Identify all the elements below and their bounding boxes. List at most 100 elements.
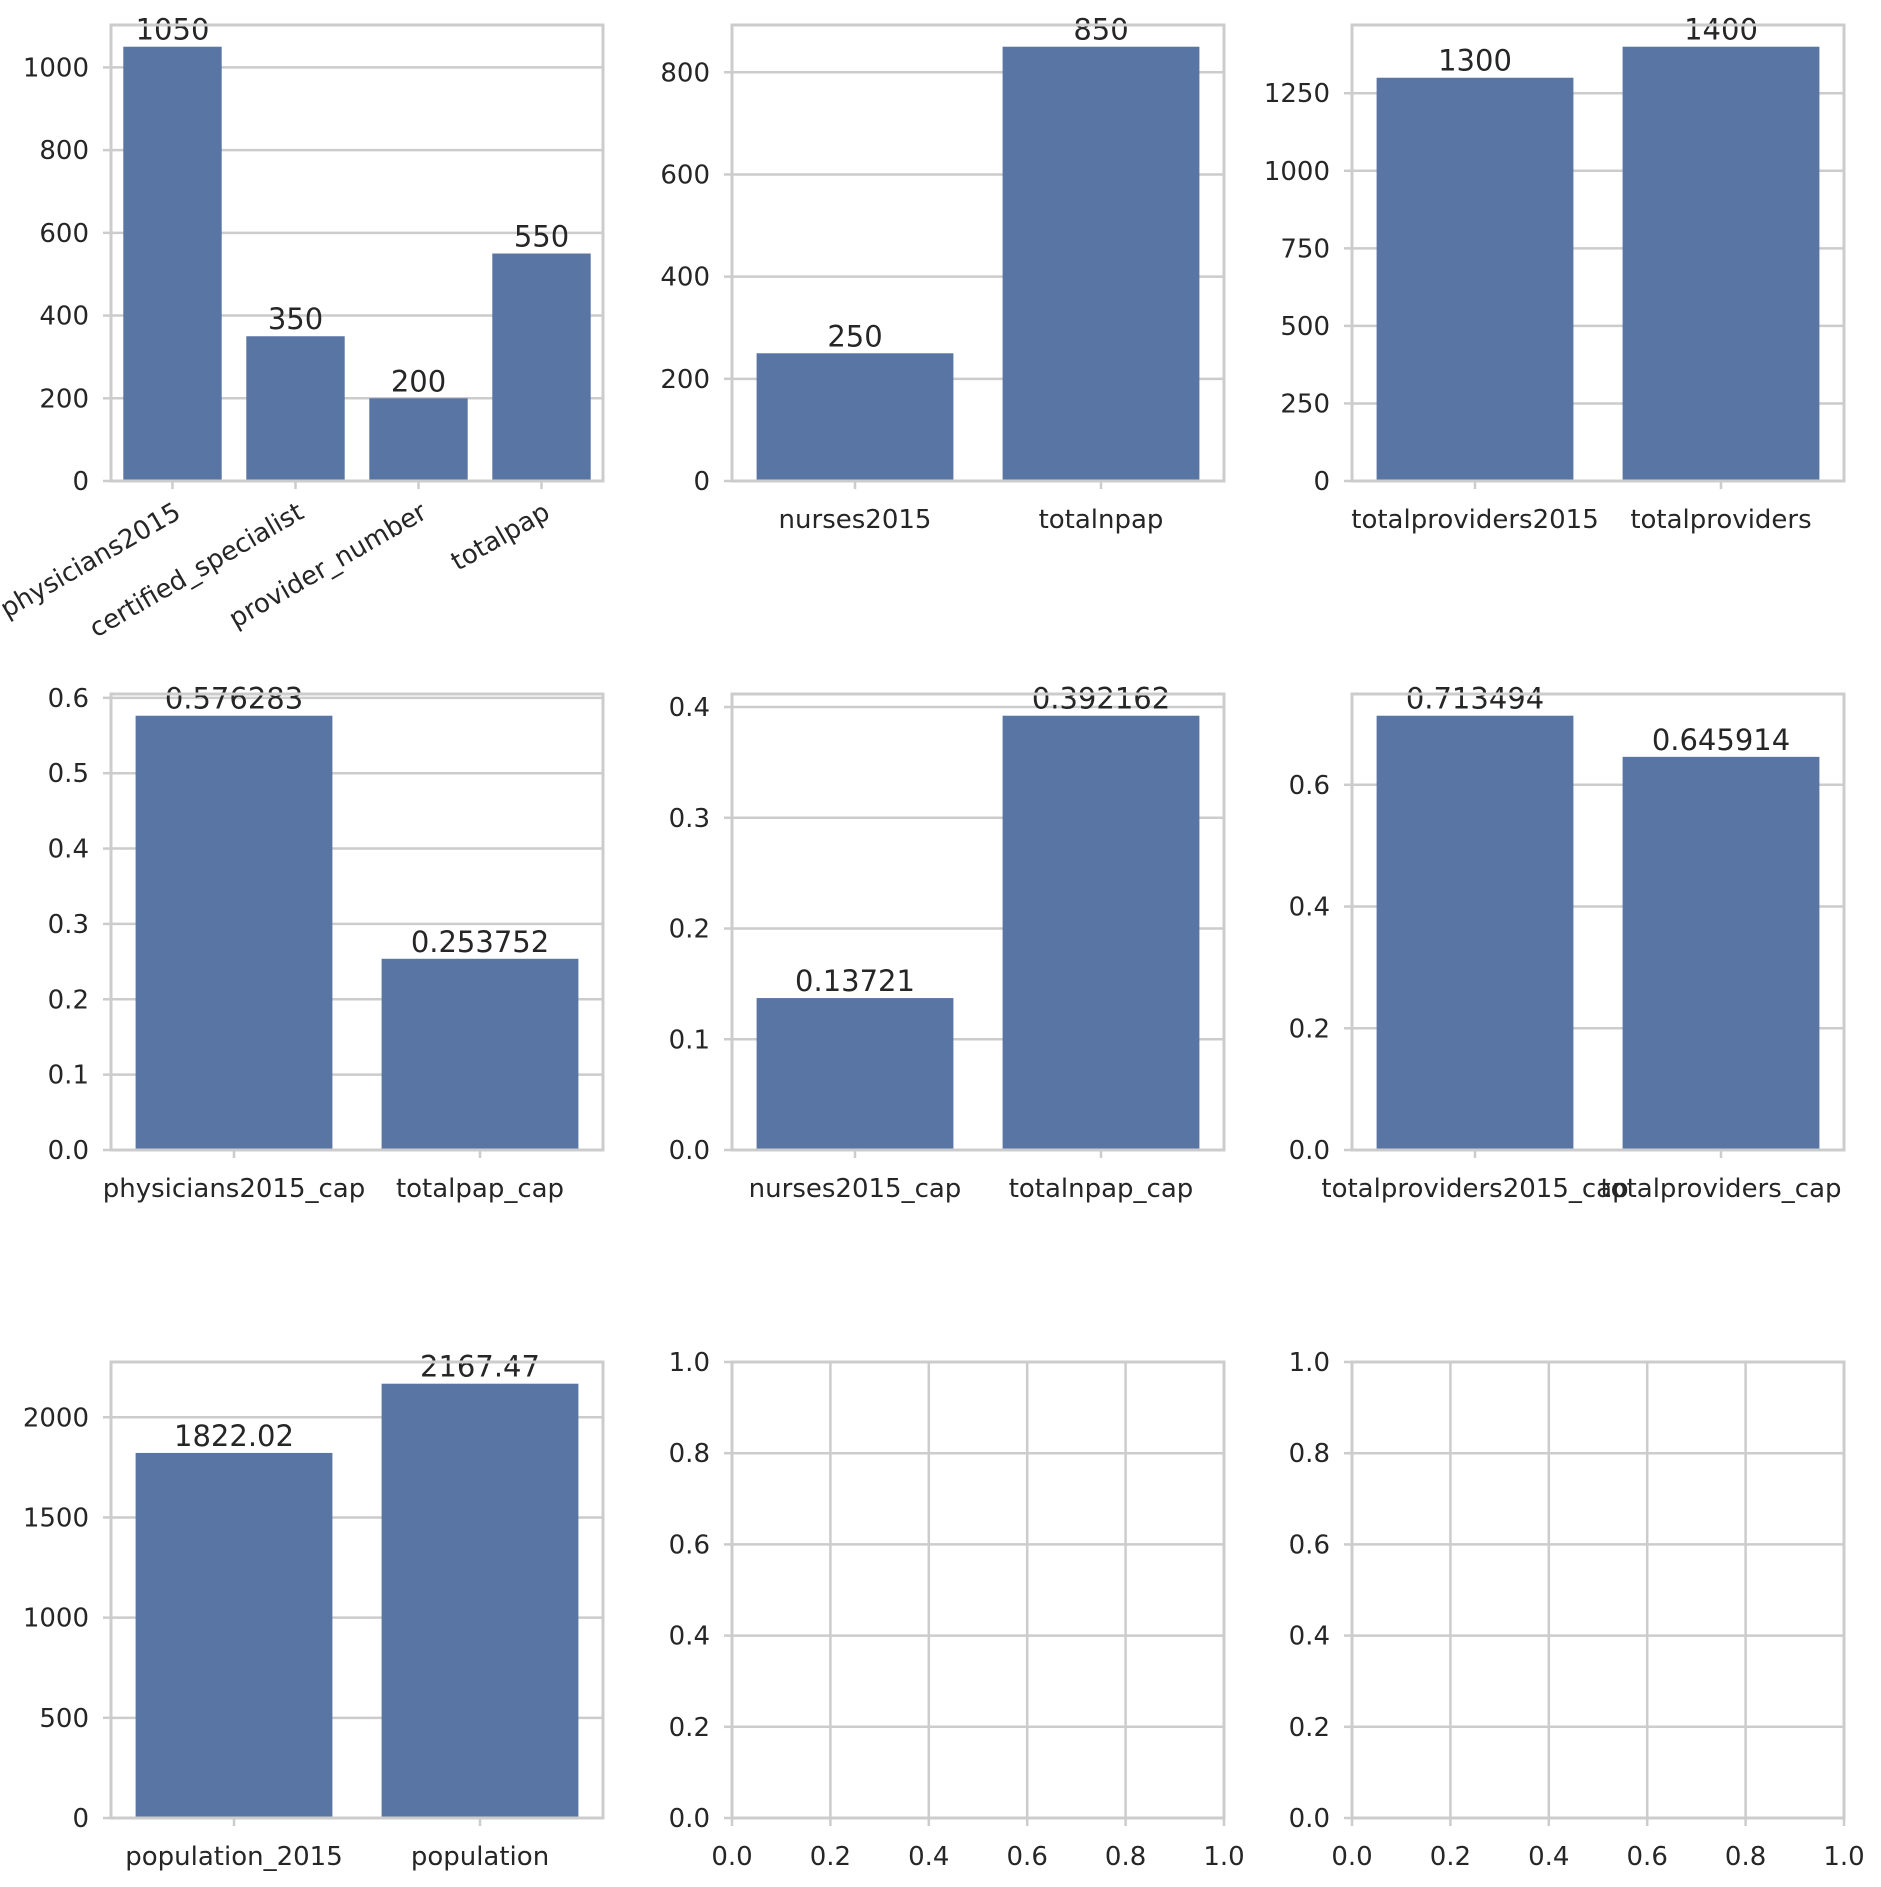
y-tick-label: 0.3 bbox=[669, 804, 710, 834]
y-tick-label: 0.4 bbox=[1289, 1622, 1330, 1652]
bar-value-label: 0.576283 bbox=[165, 682, 303, 716]
x-tick-label: 1.0 bbox=[1203, 1842, 1244, 1872]
y-tick-label: 0.0 bbox=[48, 1136, 89, 1166]
bar-value-label: 0.253752 bbox=[411, 925, 549, 959]
y-tick-label: 1000 bbox=[1264, 157, 1330, 187]
y-tick-label: 0.2 bbox=[669, 1713, 710, 1743]
chart-panel-2: 0 200 400 600 800 250 nurses2015 850 totalnpap bbox=[660, 13, 1226, 535]
bar-value-label: 0.392162 bbox=[1032, 682, 1170, 716]
y-tick-label: 0 bbox=[72, 1804, 89, 1834]
y-tick-label: 0.0 bbox=[669, 1804, 710, 1834]
x-tick-label: totalproviders2015_cap bbox=[1321, 1174, 1628, 1204]
x-tick-label: totalpap bbox=[446, 497, 555, 577]
x-tick-label: nurses2015_cap bbox=[749, 1174, 962, 1204]
bar bbox=[1376, 77, 1574, 482]
x-tick-label: totalpap_cap bbox=[396, 1174, 564, 1204]
bar-value-label: 1050 bbox=[136, 13, 210, 47]
y-tick-label: 0.0 bbox=[1289, 1804, 1330, 1834]
x-tick-label: 0.8 bbox=[1725, 1842, 1766, 1872]
y-tick-label: 200 bbox=[660, 365, 710, 395]
x-tick-label: population_2015 bbox=[125, 1842, 343, 1872]
y-tick-label: 1.0 bbox=[669, 1348, 710, 1378]
axes-frame bbox=[730, 23, 1226, 483]
axes-frame bbox=[109, 1360, 605, 1820]
y-tick-label: 200 bbox=[39, 384, 89, 414]
y-tick-label: 0.0 bbox=[1289, 1136, 1330, 1166]
y-tick-label: 1000 bbox=[23, 1604, 89, 1634]
x-tick-label: 0.6 bbox=[1007, 1842, 1048, 1872]
bar-value-label: 550 bbox=[514, 220, 569, 254]
axes-frame bbox=[1350, 23, 1846, 483]
y-tick-label: 0.8 bbox=[669, 1439, 710, 1469]
y-tick-label: 0.6 bbox=[669, 1530, 710, 1560]
y-tick-label: 0.0 bbox=[669, 1136, 710, 1166]
chart-panel-6: 0.0 0.2 0.4 0.6 0.713494 totalproviders2015_c… bbox=[1289, 682, 1846, 1204]
axes-frame bbox=[730, 692, 1226, 1152]
chart-panel-4: 0.0 0.1 0.2 0.3 0.4 0.5 0.6 0.576283 physicians2… bbox=[48, 682, 605, 1204]
bar-value-label: 2167.47 bbox=[420, 1350, 540, 1384]
x-tick-label: 0.8 bbox=[1105, 1842, 1146, 1872]
bar bbox=[123, 46, 222, 481]
chart-panel-5: 0.0 0.1 0.2 0.3 0.4 0.13721 nurses2015_cap 0.39… bbox=[669, 682, 1226, 1204]
axes-frame bbox=[1350, 692, 1846, 1152]
y-tick-label: 2000 bbox=[23, 1403, 89, 1433]
y-tick-label: 600 bbox=[39, 219, 89, 249]
y-tick-label: 1.0 bbox=[1289, 1348, 1330, 1378]
x-tick-label: 1.0 bbox=[1823, 1842, 1864, 1872]
x-tick-label: 0.4 bbox=[908, 1842, 949, 1872]
y-tick-label: 0.5 bbox=[48, 759, 89, 789]
y-tick-label: 500 bbox=[39, 1704, 89, 1734]
bar-value-label: 1400 bbox=[1684, 13, 1758, 47]
y-tick-label: 0.2 bbox=[48, 985, 89, 1015]
bar bbox=[1376, 715, 1574, 1150]
bar-value-label: 200 bbox=[391, 364, 446, 398]
x-tick-label: 0.0 bbox=[711, 1842, 752, 1872]
y-tick-label: 1000 bbox=[23, 53, 89, 83]
y-tick-label: 800 bbox=[39, 136, 89, 166]
y-tick-label: 0.2 bbox=[1289, 1014, 1330, 1044]
y-tick-label: 1250 bbox=[1264, 79, 1330, 109]
y-tick-label: 500 bbox=[1280, 312, 1330, 342]
chart-panel-7: 0 500 1000 1500 2000 1822.02 population_2015 21… bbox=[23, 1350, 605, 1872]
x-tick-label: totalnpap bbox=[1039, 505, 1164, 535]
x-tick-label: totalproviders2015 bbox=[1351, 505, 1599, 535]
x-tick-label: certified_specialist bbox=[84, 497, 309, 644]
x-tick-label: provider_number bbox=[224, 497, 432, 635]
bar-value-label: 1822.02 bbox=[174, 1419, 294, 1453]
y-tick-label: 250 bbox=[1280, 389, 1330, 419]
x-tick-label: 0.2 bbox=[810, 1842, 851, 1872]
bar-value-label: 850 bbox=[1073, 13, 1128, 47]
y-tick-label: 0.4 bbox=[669, 693, 710, 723]
x-tick-label: totalnpap_cap bbox=[1009, 1174, 1194, 1204]
bar bbox=[381, 958, 579, 1150]
y-tick-label: 0.1 bbox=[48, 1061, 89, 1091]
bar bbox=[246, 336, 345, 481]
y-tick-label: 0.2 bbox=[669, 915, 710, 945]
bar-value-label: 250 bbox=[827, 319, 882, 353]
x-tick-label: totalproviders_cap bbox=[1600, 1174, 1841, 1204]
y-tick-label: 0.4 bbox=[48, 835, 89, 865]
y-tick-label: 0 bbox=[72, 467, 89, 497]
bar bbox=[1622, 46, 1820, 481]
bar-value-label: 350 bbox=[268, 302, 323, 336]
axes-frame bbox=[730, 1360, 1226, 1820]
y-tick-label: 400 bbox=[39, 302, 89, 332]
y-tick-label: 0.3 bbox=[48, 910, 89, 940]
x-tick-label: 0.6 bbox=[1627, 1842, 1668, 1872]
y-tick-label: 400 bbox=[660, 263, 710, 293]
y-tick-label: 0.1 bbox=[669, 1025, 710, 1055]
bar-value-label: 0.645914 bbox=[1652, 723, 1790, 757]
y-tick-label: 0.4 bbox=[669, 1622, 710, 1652]
x-tick-label: 0.2 bbox=[1430, 1842, 1471, 1872]
chart-panel-8: 0.0 0.2 0.4 0.6 0.8 1.0 0.0 0.2 0.4 0.6 0.8 1.0 bbox=[669, 1348, 1245, 1872]
y-tick-label: 0.6 bbox=[1289, 1530, 1330, 1560]
chart-panel-3: 0 250 500 750 1000 1250 1300 totalproviders2015… bbox=[1264, 13, 1846, 535]
bar-value-label: 0.713494 bbox=[1406, 682, 1544, 716]
y-tick-label: 0 bbox=[1313, 467, 1330, 497]
bar bbox=[756, 353, 954, 481]
chart-panel-1: 020040060080010001050physicians2015350ce… bbox=[0, 13, 605, 644]
chart-panel-9: 0.0 0.2 0.4 0.6 0.8 1.0 0.0 0.2 0.4 0.6 0.8 1.0 bbox=[1289, 1348, 1865, 1872]
y-tick-label: 0.6 bbox=[1289, 771, 1330, 801]
x-tick-label: totalproviders bbox=[1630, 505, 1811, 535]
